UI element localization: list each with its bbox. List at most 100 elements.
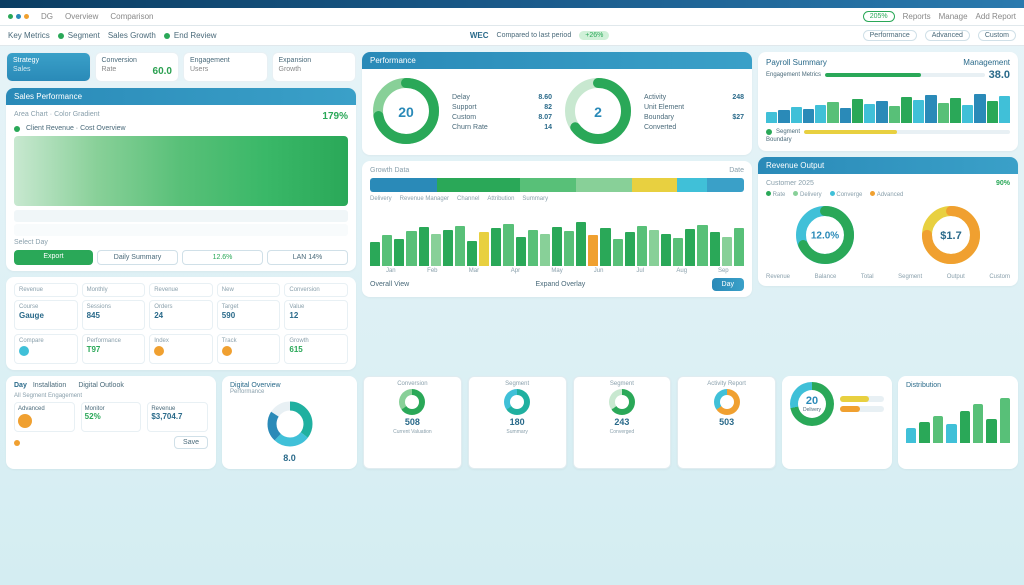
- bl-tab[interactable]: Installation: [33, 382, 66, 389]
- metric-cell: Growth615: [284, 334, 348, 364]
- perf-row-1: [14, 210, 348, 222]
- filter-key-metrics[interactable]: Key Metrics: [8, 31, 50, 40]
- legend-item: Attribution: [487, 196, 514, 202]
- bl-item: Advanced: [14, 402, 75, 432]
- stat-row: Converted: [644, 124, 744, 131]
- rev-footer-item: Custom: [989, 274, 1010, 280]
- month-label: Aug: [661, 268, 703, 274]
- tab-row: StrategySalesConversionRate60.0Engagemen…: [6, 52, 356, 82]
- nav-comparison[interactable]: Comparison: [110, 12, 153, 21]
- metric-cell: Compare: [14, 334, 78, 364]
- payroll-bars: [766, 83, 1010, 123]
- donut-2-value: 2: [594, 104, 602, 120]
- month-label: Jun: [578, 268, 620, 274]
- bm-title: Digital Overview: [230, 382, 349, 389]
- perf-subtitle: Area Chart · Color Gradient: [14, 111, 100, 122]
- day-button[interactable]: Day: [712, 278, 744, 291]
- export-button[interactable]: Export: [14, 250, 93, 265]
- month-label: Feb: [412, 268, 454, 274]
- top-badge: 205%: [863, 11, 895, 22]
- pill-performance[interactable]: Performance: [863, 30, 917, 41]
- metric-cell: Target590: [217, 300, 281, 330]
- metric-cell: Index: [149, 334, 213, 364]
- donuts-header: Performance: [362, 52, 752, 69]
- summary-button[interactable]: Daily Summary: [97, 250, 178, 265]
- metric-cell: Value12: [284, 300, 348, 330]
- rev-pct: 90%: [996, 180, 1010, 187]
- bm-donut: [265, 399, 315, 449]
- card-metrics-grid: RevenueMonthlyRevenueNewConversion Cours…: [6, 277, 356, 370]
- stat-row: Churn Rate14: [452, 124, 552, 131]
- nav-overview[interactable]: Overview: [65, 12, 98, 21]
- save-button[interactable]: Save: [174, 436, 208, 449]
- filter-sales[interactable]: Sales Growth: [108, 31, 156, 40]
- top-nav: DG Overview Comparison 205% Reports Mana…: [0, 8, 1024, 26]
- stat-row: Custom8.07: [452, 114, 552, 121]
- legend-item: Converge: [830, 191, 863, 198]
- brand-logo: [8, 14, 29, 19]
- nav-manage[interactable]: Manage: [939, 12, 968, 21]
- bl-item: Revenue$3,704.7: [147, 402, 208, 432]
- card-distribution: Distribution: [898, 376, 1018, 469]
- dot-icon: [14, 440, 20, 446]
- perf-value: 179%: [322, 111, 348, 122]
- metric-cell: Sessions845: [82, 300, 146, 330]
- metric-header: Revenue: [149, 283, 213, 297]
- rev-footer-item: Output: [947, 274, 965, 280]
- tab-conversion[interactable]: ConversionRate60.0: [95, 52, 180, 82]
- donut-1-value: 20: [398, 104, 414, 120]
- rev-footer-item: Balance: [815, 274, 837, 280]
- card-payroll: Payroll Summary Management Engagement Met…: [758, 52, 1018, 151]
- payroll-title: Payroll Summary: [766, 58, 827, 67]
- nav-add[interactable]: Add Report: [976, 12, 1016, 21]
- brand-text: DG: [41, 12, 53, 21]
- tab-expansion[interactable]: ExpansionGrowth: [272, 52, 357, 82]
- legend-item: Channel: [457, 196, 479, 202]
- rev-donut-2: $1.7: [920, 204, 982, 268]
- legend-item: Rate: [766, 191, 785, 198]
- bl-tab[interactable]: Digital Outlook: [78, 382, 124, 389]
- mini-card: Activity Report 503: [677, 376, 776, 469]
- legend-item: Advanced: [870, 191, 903, 198]
- card-sales-performance: Sales Performance Area Chart · Color Gra…: [6, 88, 356, 271]
- legend-item: Summary: [522, 196, 548, 202]
- rev-d2-val: $1.7: [940, 230, 961, 242]
- donut-1: 20: [370, 75, 442, 149]
- donut-2: 2: [562, 75, 634, 149]
- tab-strategy[interactable]: StrategySales: [6, 52, 91, 82]
- card-stacked: Growth DataDate DeliveryRevenue ManagerC…: [362, 161, 752, 297]
- mini-card: Segment 180Summary: [468, 376, 567, 469]
- filter-review[interactable]: End Review: [164, 31, 217, 40]
- bl-tab[interactable]: Day: [14, 382, 27, 389]
- rev-header: Revenue Output: [758, 157, 1018, 174]
- metric-cell: Orders24: [149, 300, 213, 330]
- filter-mid-label: WEC: [470, 31, 489, 40]
- metric-header: Conversion: [284, 283, 348, 297]
- stacked-bar: [370, 178, 744, 192]
- legend-item: Delivery: [793, 191, 821, 198]
- month-label: Jul: [619, 268, 661, 274]
- metric-header: Monthly: [82, 283, 146, 297]
- filter-segment[interactable]: Segment: [58, 31, 100, 40]
- nav-reports[interactable]: Reports: [903, 12, 931, 21]
- filter-mid-text: Compared to last period: [497, 32, 572, 39]
- tab-engagement[interactable]: EngagementUsers: [183, 52, 268, 82]
- rev-footer-item: Revenue: [766, 274, 790, 280]
- stacked-footer-l: Overall View: [370, 281, 409, 288]
- pill-custom[interactable]: Custom: [978, 30, 1016, 41]
- rev-footer-item: Total: [861, 274, 874, 280]
- lan-button[interactable]: LAN 14%: [267, 250, 348, 265]
- payroll-sub: Management: [963, 58, 1010, 67]
- stacked-title: Growth Data: [370, 167, 409, 174]
- perf-legend: Client Revenue · Cost Overview: [26, 125, 126, 132]
- metric-header: Revenue: [14, 283, 78, 297]
- card-donuts: Performance 20 Delay8.60Support82Custom8…: [362, 52, 752, 155]
- payroll-seg-label: Segment: [776, 129, 800, 135]
- pill-advanced[interactable]: Advanced: [925, 30, 970, 41]
- filter-delta-badge: +26%: [579, 31, 609, 40]
- mini-card: Conversion 508Current Valuation: [363, 376, 462, 469]
- pct-button[interactable]: 12.6%: [182, 250, 263, 265]
- stat-row: Unit Element: [644, 104, 744, 111]
- metric-header: New: [217, 283, 281, 297]
- payroll-metric-label: Engagement Metrics: [766, 72, 821, 78]
